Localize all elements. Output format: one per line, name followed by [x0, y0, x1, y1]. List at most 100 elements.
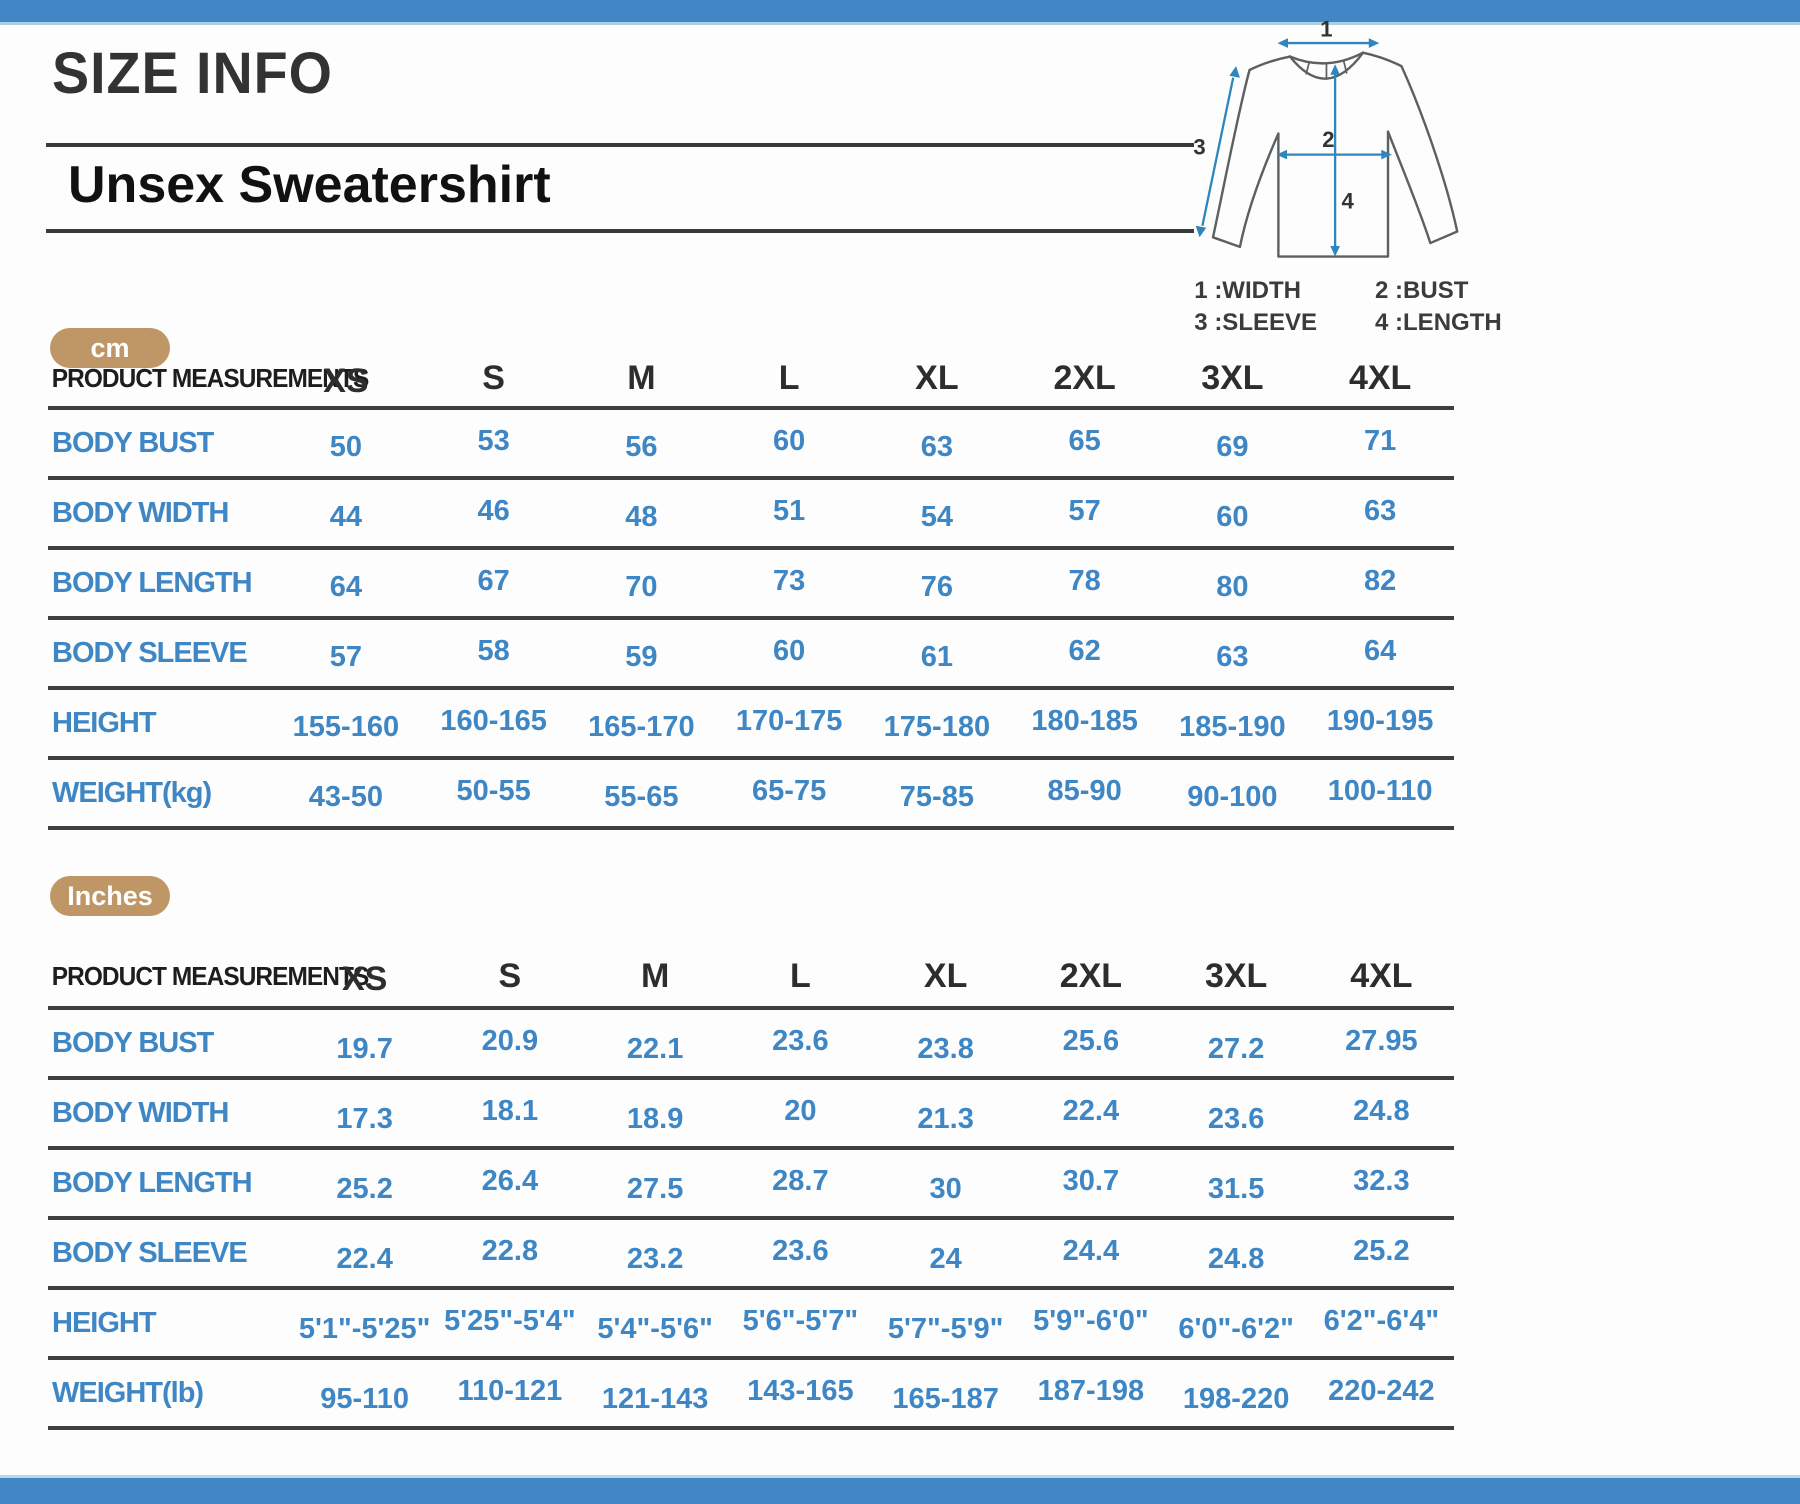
- measurement-value: 62: [1068, 634, 1101, 667]
- legend-width: 1 :WIDTH: [1194, 277, 1301, 304]
- measurement-value: 28.7: [772, 1164, 829, 1197]
- size-column-header: XL: [915, 358, 959, 397]
- measurement-value: 190-195: [1326, 704, 1434, 737]
- measurement-value: 57: [1068, 494, 1101, 527]
- measurement-value: 43-50: [308, 780, 383, 813]
- measurement-value: 73: [772, 564, 806, 597]
- table-row: HEIGHT 155-160 160-165 165-170 170-175 175-18…: [48, 690, 1454, 760]
- measurement-value: 110-121: [457, 1374, 563, 1407]
- top-accent-bar: [0, 0, 1800, 25]
- measurement-value: 54: [920, 500, 953, 533]
- table-row: BODY WIDTH 17.3 18.1 18.9 20 21.3 22.4 23.6 24.8: [48, 1080, 1454, 1150]
- measurement-value: 25.6: [1062, 1024, 1120, 1057]
- table-row: BODY WIDTH 44 46 48 51 54 57 60 63: [48, 480, 1454, 550]
- table-header-row: PRODUCT MEASUREMENTS XS S M L XL 2XL 3XL 4XL: [48, 350, 1454, 410]
- measurement-value: 55-65: [604, 780, 679, 813]
- measurement-value: 63: [1216, 640, 1249, 673]
- size-column-header: XS: [341, 959, 388, 998]
- measurement-value: 85-90: [1047, 774, 1122, 807]
- size-column-header: M: [640, 956, 670, 995]
- size-column-header: L: [789, 956, 811, 995]
- table-row: WEIGHT(kg) 43-50 50-55 55-65 65-75 75-85 85-90…: [48, 760, 1454, 830]
- measurement-value: 26.4: [481, 1164, 539, 1197]
- measurement-value: 44: [329, 500, 362, 533]
- measurement-value: 60: [1216, 500, 1249, 533]
- measurement-value: 30: [929, 1172, 962, 1205]
- measurement-value: 51: [772, 494, 806, 527]
- measurement-value: 185-190: [1179, 710, 1286, 743]
- measurement-value: 5'9"-6'0": [1033, 1304, 1149, 1337]
- size-column-header: 2XL: [1059, 956, 1123, 995]
- row-label: WEIGHT(kg): [52, 776, 212, 809]
- table-header-row: PRODUCT MEASUREMENTS XS S M L XL 2XL 3XL 4XL: [48, 946, 1454, 1010]
- row-label: BODY LENGTH: [52, 1166, 253, 1199]
- size-column-header: S: [482, 358, 505, 397]
- measurement-value: 30.7: [1062, 1164, 1120, 1197]
- measurement-value: 70: [625, 570, 658, 603]
- row-label: BODY SLEEVE: [52, 1236, 248, 1269]
- measurement-value: 65: [1068, 424, 1101, 457]
- measurement-value: 22.8: [481, 1234, 539, 1267]
- measurements-header-label: PRODUCT MEASUREMENTS: [51, 362, 370, 393]
- marker-bust: 2: [1322, 127, 1334, 152]
- measurement-value: 143-165: [747, 1374, 854, 1407]
- measurement-value: 18.1: [481, 1094, 539, 1127]
- size-column-header: 2XL: [1053, 358, 1116, 397]
- legend-bust: 2 :BUST: [1375, 277, 1469, 304]
- measurement-value: 155-160: [292, 710, 400, 743]
- table-row: WEIGHT(lb) 95-110 110-121 121-143 143-165 165…: [48, 1360, 1454, 1430]
- table-row: BODY LENGTH 25.2 26.4 27.5 28.7 30 30.7 31.5 32.…: [48, 1150, 1454, 1220]
- marker-width: 1: [1320, 20, 1332, 41]
- size-column-header: 4XL: [1350, 956, 1413, 995]
- measurement-value: 24: [929, 1242, 962, 1275]
- marker-sleeve: 3: [1193, 135, 1205, 160]
- measurement-value: 71: [1363, 424, 1397, 457]
- measurement-value: 27.5: [626, 1172, 684, 1205]
- measurement-value: 53: [477, 424, 510, 457]
- measurement-value: 23.6: [1207, 1102, 1265, 1135]
- measurement-value: 220-242: [1328, 1374, 1435, 1407]
- row-label: BODY LENGTH: [52, 566, 253, 599]
- measurement-value: 23.6: [772, 1234, 829, 1267]
- measurement-value: 31.5: [1207, 1172, 1265, 1205]
- row-label: BODY BUST: [52, 1026, 214, 1059]
- measurement-value: 22.4: [336, 1242, 393, 1275]
- measurement-value: 121-143: [601, 1382, 709, 1415]
- measurement-value: 78: [1068, 564, 1101, 597]
- table-row: BODY SLEEVE 22.4 22.8 23.2 23.6 24 24.4 24.8 25.…: [48, 1220, 1454, 1290]
- measurement-value: 27.95: [1345, 1024, 1418, 1057]
- unit-badge-cm: cm: [50, 328, 170, 368]
- measurement-value: 65-75: [752, 774, 827, 807]
- measurement-value: 24.4: [1062, 1234, 1120, 1267]
- legend-length: 4 :LENGTH: [1375, 309, 1502, 336]
- measurement-value: 23.8: [917, 1032, 974, 1065]
- measurement-value: 69: [1216, 430, 1249, 463]
- measurement-value: 57: [329, 640, 362, 673]
- table-row: BODY BUST 50 53 56 60 63 65 69 71: [48, 410, 1454, 480]
- measurement-value: 165-187: [892, 1382, 999, 1415]
- measurement-value: 5'4"-5'6": [597, 1312, 713, 1345]
- measurement-value: 160-165: [440, 704, 547, 737]
- measurement-value: 198-220: [1182, 1382, 1290, 1415]
- measurement-value: 20.9: [481, 1024, 539, 1057]
- measurement-value: 5'6"-5'7": [742, 1304, 859, 1337]
- measurement-value: 63: [1363, 494, 1397, 527]
- measurement-value: 32.3: [1353, 1164, 1410, 1197]
- measurement-value: 23.2: [626, 1242, 684, 1275]
- measurement-value: 23.6: [772, 1024, 829, 1057]
- legend-sleeve: 3 :SLEEVE: [1194, 309, 1318, 336]
- measurement-value: 64: [1363, 634, 1397, 667]
- size-column-header: XL: [923, 956, 968, 995]
- row-label: WEIGHT(lb): [52, 1376, 204, 1409]
- measurement-value: 170-175: [735, 704, 843, 737]
- measurement-value: 82: [1363, 564, 1397, 597]
- measurement-value: 21.3: [917, 1102, 974, 1135]
- unit-badge-inches: Inches: [50, 876, 170, 916]
- measurement-value: 46: [477, 494, 510, 527]
- table-row: BODY SLEEVE 57 58 59 60 61 62 63 64: [48, 620, 1454, 690]
- measurement-value: 187-198: [1037, 1374, 1145, 1407]
- size-column-header: 3XL: [1204, 956, 1268, 995]
- measurement-value: 59: [625, 640, 658, 673]
- measurement-value: 6'0"-6'2": [1178, 1312, 1294, 1345]
- measurement-value: 5'1"-5'25": [298, 1312, 431, 1345]
